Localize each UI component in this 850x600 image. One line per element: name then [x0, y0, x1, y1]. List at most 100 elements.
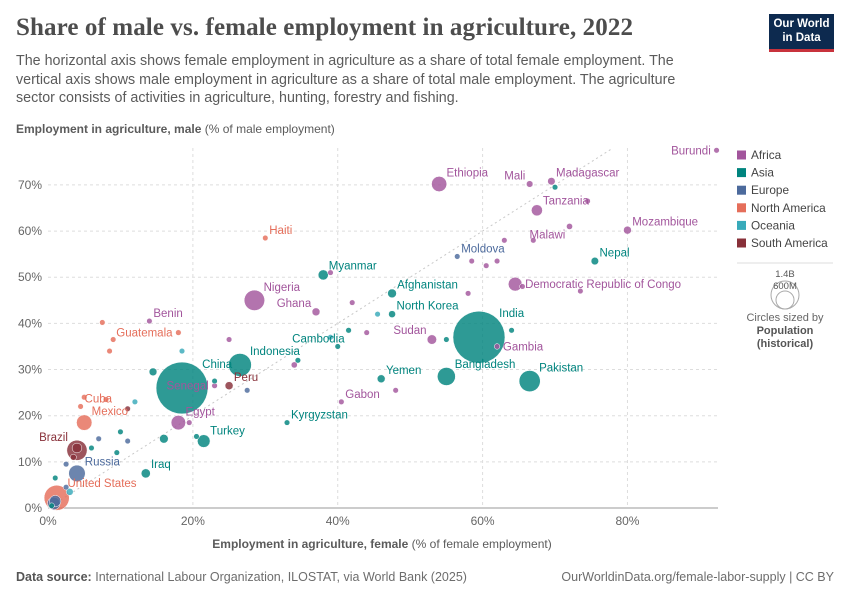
- point-asia[interactable]: [443, 336, 450, 343]
- point-asia[interactable]: [508, 327, 515, 334]
- legend-label-south-america[interactable]: South America: [751, 236, 828, 250]
- legend-swatch-asia[interactable]: [737, 168, 746, 178]
- point-cambodia[interactable]: [345, 327, 352, 334]
- point-malawi[interactable]: [566, 223, 573, 230]
- owid-logo[interactable]: Our World in Data: [769, 14, 834, 52]
- legend-label-asia[interactable]: Asia: [751, 166, 774, 180]
- point-egypt[interactable]: [170, 415, 186, 431]
- point-nigeria[interactable]: [243, 289, 265, 311]
- logo-line-2: in Data: [782, 31, 821, 44]
- point-africa[interactable]: [501, 237, 508, 244]
- point-europe[interactable]: [95, 435, 102, 442]
- legend-label-oceania[interactable]: Oceania: [751, 218, 795, 232]
- point-burundi[interactable]: [713, 147, 720, 154]
- point-asia[interactable]: [334, 343, 341, 350]
- point-china[interactable]: [155, 361, 209, 415]
- point-asia[interactable]: [88, 444, 95, 452]
- point-asia[interactable]: [148, 367, 158, 376]
- point-north-america[interactable]: [102, 396, 109, 403]
- point-africa[interactable]: [494, 258, 501, 265]
- point-moldova[interactable]: [454, 253, 461, 260]
- point-africa[interactable]: [530, 237, 537, 244]
- point-oceania[interactable]: [131, 398, 138, 405]
- legend-label-africa[interactable]: Africa: [751, 148, 782, 162]
- point-myanmar[interactable]: [317, 269, 329, 281]
- point-africa[interactable]: [392, 387, 399, 394]
- point-africa[interactable]: [363, 329, 370, 336]
- point-kyrgyzstan[interactable]: [283, 419, 291, 426]
- point-mexico[interactable]: [76, 414, 93, 431]
- point-africa[interactable]: [327, 269, 334, 276]
- point-guatemala[interactable]: [175, 329, 182, 336]
- point-tanzania[interactable]: [531, 204, 543, 217]
- legend-swatch-north-america[interactable]: [737, 203, 746, 213]
- legend-label-north-america[interactable]: North America: [751, 201, 826, 215]
- point-gabon[interactable]: [338, 398, 345, 405]
- point-north-america[interactable]: [110, 336, 117, 343]
- point-asia[interactable]: [193, 433, 200, 440]
- point-oceania[interactable]: [178, 348, 186, 355]
- point-africa[interactable]: [483, 262, 490, 269]
- point-oceania[interactable]: [327, 334, 334, 341]
- point-democratic-republic-of-congo[interactable]: [508, 277, 523, 292]
- point-africa[interactable]: [468, 258, 475, 265]
- legend-label-europe[interactable]: Europe: [751, 183, 789, 197]
- point-asia[interactable]: [48, 502, 55, 509]
- point-south-america[interactable]: [70, 453, 77, 461]
- point-africa[interactable]: [186, 419, 193, 426]
- point-nepal[interactable]: [590, 257, 599, 266]
- point-sudan[interactable]: [426, 334, 437, 345]
- point-pakistan[interactable]: [518, 370, 541, 392]
- point-asia[interactable]: [159, 434, 169, 444]
- footer-url[interactable]: OurWorldinData.org/female-labor-supply |…: [561, 570, 834, 584]
- point-oceania[interactable]: [65, 488, 74, 496]
- point-europe[interactable]: [244, 387, 251, 394]
- point-mozambique[interactable]: [623, 225, 632, 235]
- point-africa[interactable]: [349, 299, 356, 306]
- point-russia[interactable]: [68, 464, 86, 482]
- point-bangladesh[interactable]: [437, 367, 456, 386]
- point-south-america[interactable]: [71, 442, 83, 454]
- point-ethiopia[interactable]: [431, 176, 448, 192]
- point-yemen[interactable]: [376, 374, 386, 383]
- point-north-america[interactable]: [81, 394, 88, 401]
- point-asia[interactable]: [551, 184, 559, 191]
- legend-swatch-africa[interactable]: [737, 150, 746, 160]
- point-north-america[interactable]: [106, 348, 113, 355]
- legend-swatch-oceania[interactable]: [737, 220, 746, 230]
- point-afghanistan[interactable]: [387, 288, 397, 299]
- point-cuba[interactable]: [77, 403, 84, 410]
- point-gambia[interactable]: [494, 343, 501, 350]
- point-india[interactable]: [452, 310, 506, 364]
- legend-swatch-south-america[interactable]: [737, 238, 746, 248]
- point-mali[interactable]: [526, 180, 534, 188]
- point-north-korea[interactable]: [388, 310, 396, 318]
- point-indonesia[interactable]: [228, 353, 252, 377]
- point-africa[interactable]: [290, 361, 298, 369]
- point-haiti[interactable]: [262, 234, 269, 242]
- point-madagascar[interactable]: [547, 177, 556, 186]
- point-turkey[interactable]: [197, 434, 211, 448]
- point-africa[interactable]: [584, 198, 591, 205]
- point-africa[interactable]: [226, 336, 233, 343]
- point-europe[interactable]: [63, 461, 70, 468]
- point-ghana[interactable]: [311, 307, 321, 317]
- point-europe[interactable]: [63, 484, 70, 491]
- point-south-america[interactable]: [124, 405, 131, 412]
- legend-swatch-europe[interactable]: [737, 185, 746, 195]
- point-asia[interactable]: [117, 428, 124, 435]
- point-north-america[interactable]: [99, 319, 106, 326]
- x-tick-label: 20%: [181, 514, 205, 528]
- point-asia[interactable]: [52, 474, 59, 482]
- point-asia[interactable]: [113, 449, 120, 456]
- point-africa[interactable]: [465, 290, 472, 297]
- point-iraq[interactable]: [140, 468, 151, 479]
- point-africa[interactable]: [519, 283, 526, 290]
- point-oceania[interactable]: [374, 311, 381, 318]
- point-benin[interactable]: [146, 318, 153, 325]
- point-asia[interactable]: [294, 357, 301, 364]
- point-asia[interactable]: [211, 378, 218, 385]
- point-africa[interactable]: [577, 288, 584, 295]
- point-europe[interactable]: [124, 438, 131, 445]
- point-peru[interactable]: [224, 381, 234, 390]
